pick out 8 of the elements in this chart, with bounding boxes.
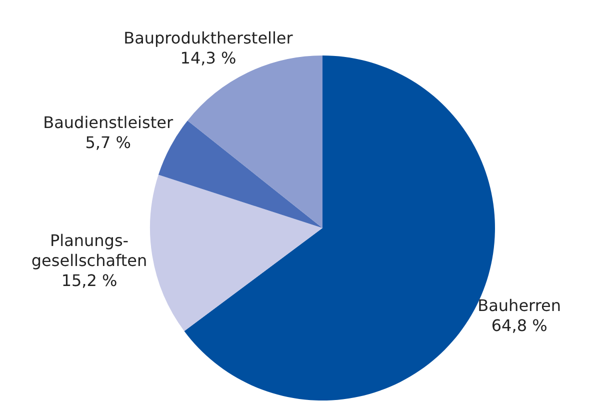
- data-label: 64,8 %: [491, 316, 548, 336]
- data-label: 5,7 %: [85, 133, 131, 152]
- slice-label: Bauherren: [478, 296, 562, 316]
- slice-label: Planungs- gesellschaften: [31, 231, 148, 270]
- slice-label: Baudienstleister: [43, 113, 174, 132]
- data-label: 14,3 %: [180, 48, 236, 68]
- data-label: 15,2 %: [61, 271, 118, 290]
- slice-label: Bauprodukthersteller: [124, 28, 294, 48]
